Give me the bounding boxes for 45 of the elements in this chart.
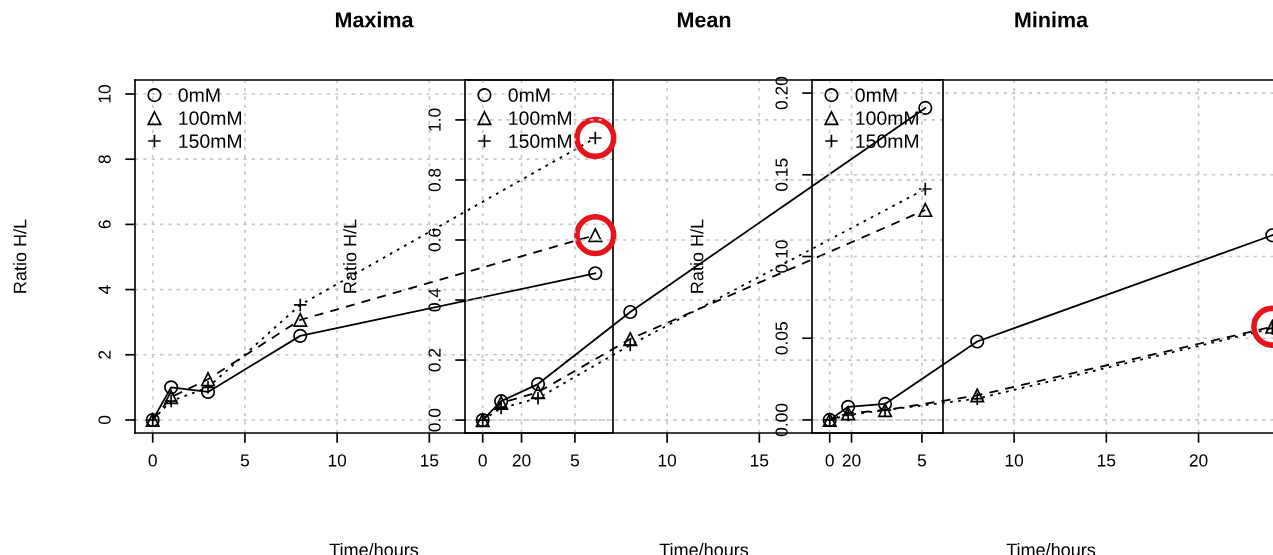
- y-tick-label: 0.2: [428, 348, 441, 372]
- y-tick-label: 0.10: [775, 240, 788, 273]
- x-tick-label: 10: [1005, 454, 1024, 467]
- chart-title: Mean: [677, 12, 731, 28]
- y-tick-label: 0.0: [428, 408, 441, 432]
- y-axis-title: Ratio H/L: [343, 219, 357, 293]
- legend-label: 100mM: [179, 111, 242, 126]
- x-tick-label: 10: [328, 454, 347, 467]
- chart-title: Minima: [1015, 11, 1089, 28]
- legend-label: 0mM: [855, 88, 897, 103]
- x-tick-label: 0: [478, 454, 487, 467]
- y-tick-label: 0.4: [428, 288, 441, 312]
- x-tick-label: 20: [512, 454, 531, 467]
- x-tick-label: 15: [1097, 454, 1116, 467]
- x-tick-label: 10: [658, 454, 677, 467]
- y-tick-label: 2: [98, 350, 111, 359]
- y-tick-label: 0.6: [428, 228, 441, 252]
- y-tick-label: 0.8: [428, 168, 441, 192]
- y-axis-title: Ratio H/L: [13, 219, 27, 293]
- legend-label: 150mM: [179, 134, 242, 149]
- x-tick-label: 5: [570, 454, 580, 467]
- y-tick-label: 0.05: [775, 322, 788, 355]
- legend-label: 150mM: [509, 134, 572, 149]
- x-tick-label: 5: [240, 454, 250, 467]
- y-tick-label: 0.15: [775, 158, 788, 191]
- legend-label: 0mM: [178, 88, 220, 103]
- y-tick-label: 0: [98, 415, 111, 425]
- legend-label: 100mM: [509, 111, 572, 126]
- y-tick-label: 6: [98, 220, 111, 229]
- x-tick-label: 15: [420, 454, 439, 467]
- y-tick-label: 8: [98, 155, 111, 164]
- y-tick-label: 0.20: [775, 76, 788, 110]
- x-tick-label: 0: [148, 454, 157, 467]
- x-tick-label: 15: [750, 454, 769, 467]
- y-axis-title: Ratio H/L: [690, 219, 704, 293]
- y-tick-label: 10: [98, 85, 111, 103]
- y-tick-label: 1.0: [428, 108, 441, 131]
- y-tick-label: 0.00: [775, 403, 788, 437]
- chart-title: Maxima: [335, 11, 414, 28]
- y-tick-label: 4: [98, 285, 111, 295]
- legend-label: 0mM: [508, 88, 550, 103]
- x-tick-label: 20: [842, 454, 861, 467]
- x-tick-label: 0: [825, 454, 834, 467]
- x-tick-label: 20: [1189, 454, 1208, 467]
- x-tick-label: 5: [917, 454, 927, 467]
